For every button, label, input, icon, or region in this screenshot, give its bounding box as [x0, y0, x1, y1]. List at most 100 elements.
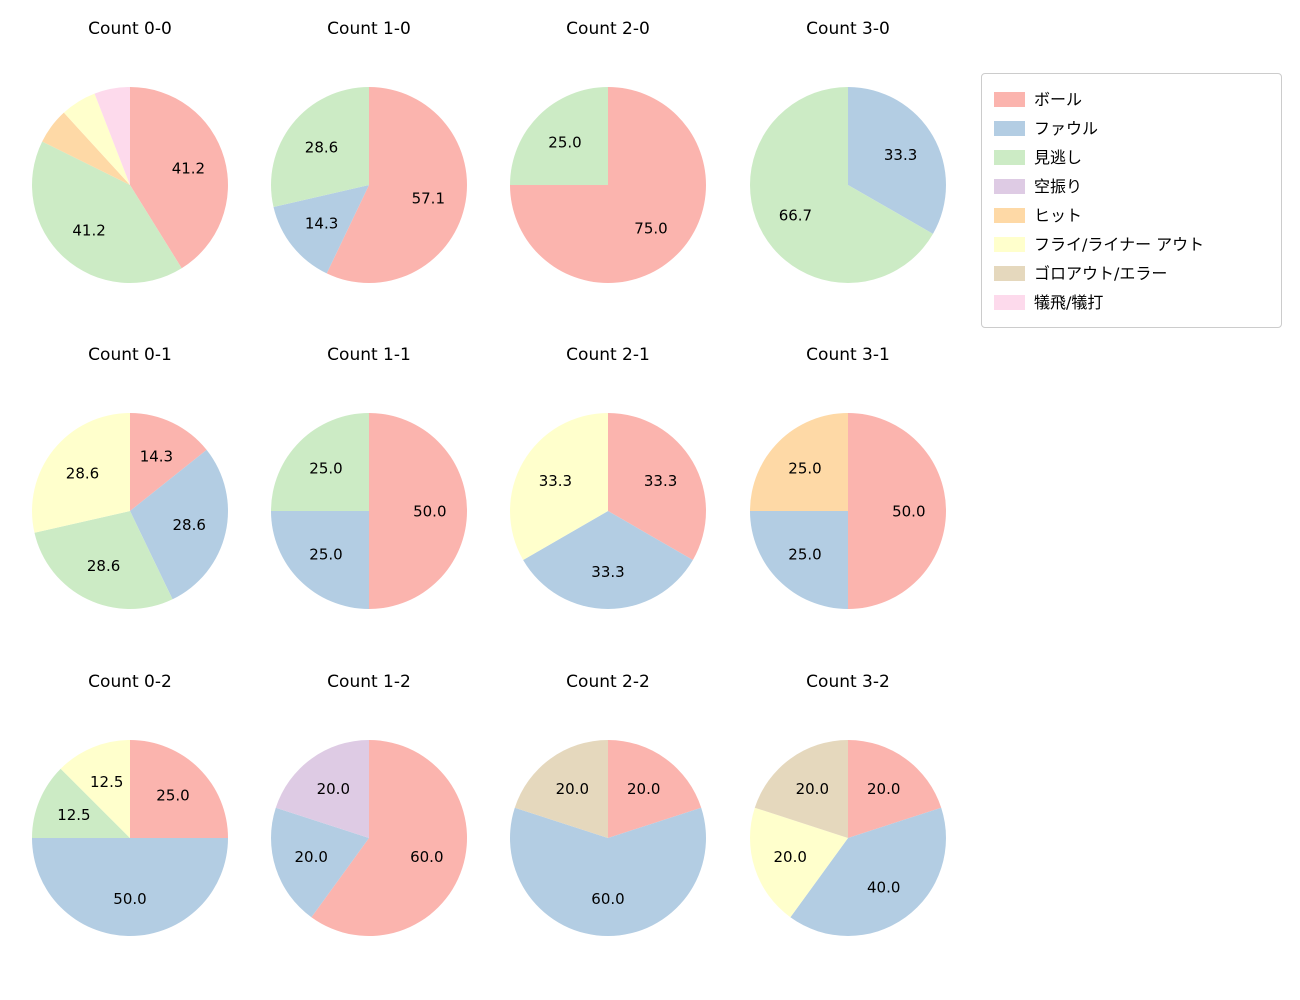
slice-value-label: 20.0 — [773, 848, 806, 866]
pie: 25.0 50.0 12.512.5 — [32, 740, 228, 936]
pie-slice — [273, 185, 369, 274]
pie-slice — [34, 511, 173, 609]
pie: 50.0 25.0 25.0 — [271, 413, 467, 609]
legend-item: ファウル — [994, 114, 1269, 143]
pie-slice — [32, 838, 228, 936]
slice-value-label: 60.0 — [591, 890, 624, 908]
slice-value-label: 50.0 — [113, 890, 146, 908]
slice-value-label: 25.0 — [156, 786, 189, 804]
pie-slice — [749, 86, 933, 283]
slice-value-label: 14.3 — [140, 448, 173, 466]
pie-slice — [42, 112, 130, 185]
pie-chart-count-2-2: Count 2-2 20.0 60.0 20.0 — [498, 669, 718, 938]
pie-slice — [514, 740, 608, 838]
pie-slice — [94, 87, 130, 185]
legend-swatch-called-strike — [994, 150, 1025, 165]
pie-chart-count-0-0: Count 0-0 41.2 41.2 — [20, 16, 240, 285]
legend-item-label: 空振り — [1034, 176, 1083, 196]
legend-item: フライ/ライナー アウト — [994, 230, 1269, 259]
slice-value-label: 33.3 — [539, 472, 572, 490]
pie: 75.0 25.0 — [510, 87, 706, 283]
legend-item: ゴロアウト/エラー — [994, 259, 1269, 288]
legend-item-label: ゴロアウト/エラー — [1034, 263, 1168, 283]
chart-title: Count 0-2 — [88, 672, 172, 692]
pie-slice — [60, 740, 131, 838]
pie-chart-count-1-1: Count 1-1 50.0 25.0 25.0 — [259, 342, 479, 611]
pie-slice — [63, 93, 131, 185]
chart-title: Count 3-2 — [806, 672, 890, 692]
legend-swatch-swinging-strike — [994, 179, 1025, 194]
pie: 41.2 41.2 — [32, 87, 228, 283]
pie-slice — [510, 87, 608, 185]
legend-item-label: フライ/ライナー アウト — [1034, 234, 1205, 254]
legend-swatch-ball — [994, 92, 1025, 107]
legend-swatch-sacrifice — [994, 295, 1025, 310]
legend-item-label: 見逃し — [1034, 147, 1083, 167]
slice-value-label: 41.2 — [72, 221, 105, 239]
pie-slice — [130, 413, 207, 511]
legend-swatch-groundout-error — [994, 266, 1025, 281]
pie-slice — [326, 87, 468, 283]
pie-chart-count-1-0: Count 1-0 57.1 14.3 28.6 — [259, 16, 479, 285]
pie-slice — [32, 413, 131, 533]
slice-value-label: 12.5 — [90, 773, 123, 791]
pie-slice — [271, 413, 369, 511]
slice-value-label: 50.0 — [892, 502, 925, 520]
slice-value-label: 41.2 — [172, 160, 205, 178]
slice-value-label: 33.3 — [884, 146, 917, 164]
slice-value-label: 28.6 — [66, 464, 99, 482]
slice-value-label: 60.0 — [410, 848, 443, 866]
pie-slice — [130, 449, 228, 600]
legend-swatch-foul — [994, 121, 1025, 136]
pie-slice — [275, 740, 369, 838]
chart-title: Count 1-2 — [327, 672, 411, 692]
pie-slice — [750, 511, 848, 609]
pie: 60.0 20.0 20.0 — [271, 740, 468, 936]
slice-value-label: 33.3 — [591, 563, 624, 581]
pie-slice — [510, 807, 706, 937]
pie-chart-count-0-1: Count 0-1 14.3 28.6 28.6 28.6 — [20, 342, 240, 611]
pie-slice — [271, 87, 369, 207]
pie-slice — [754, 740, 848, 838]
chart-title: Count 1-1 — [327, 345, 411, 365]
slice-value-label: 25.0 — [309, 545, 342, 563]
pie: 57.1 14.3 28.6 — [271, 87, 468, 283]
pie-slice — [750, 413, 848, 511]
pie-slice — [790, 807, 946, 936]
slice-value-label: 25.0 — [309, 459, 342, 477]
pie-chart-count-3-0: Count 3-0 33.3 66.7 — [738, 16, 958, 285]
pie-slice — [32, 141, 182, 283]
slice-value-label: 50.0 — [413, 502, 446, 520]
pie-chart-count-3-2: Count 3-2 20.0 40.0 20.0 20.0 — [738, 669, 958, 938]
pie: 14.3 28.6 28.6 28.6 — [32, 413, 228, 609]
legend-swatch-hit — [994, 208, 1025, 223]
slice-value-label: 12.5 — [57, 806, 90, 824]
chart-title: Count 1-0 — [327, 19, 411, 39]
pie-chart-count-0-2: Count 0-2 25.0 50.0 12.5 12.5 — [20, 669, 240, 938]
slice-value-label: 33.3 — [644, 472, 677, 490]
legend-item: 犠飛/犠打 — [994, 288, 1269, 317]
slice-value-label: 20.0 — [867, 780, 900, 798]
legend-swatch-fly-liner-out — [994, 237, 1025, 252]
slice-value-label: 20.0 — [796, 780, 829, 798]
pie-slice — [523, 511, 693, 609]
pie-slice — [848, 413, 946, 609]
slice-value-label: 25.0 — [548, 133, 581, 151]
slice-value-label: 14.3 — [305, 214, 338, 232]
pie-slice — [130, 87, 228, 269]
pie-slice — [311, 740, 468, 936]
legend-item-label: ヒット — [1034, 205, 1083, 225]
chart-title: Count 0-1 — [88, 345, 172, 365]
legend-item-label: 犠飛/犠打 — [1034, 292, 1104, 312]
legend-item: ヒット — [994, 201, 1269, 230]
chart-title: Count 2-1 — [566, 345, 650, 365]
slice-value-label: 28.6 — [305, 138, 338, 156]
legend-item-label: ファウル — [1034, 118, 1099, 138]
chart-title: Count 3-0 — [806, 19, 890, 39]
pie-chart-count-1-2: Count 1-2 60.0 20.0 20.0 — [259, 669, 479, 938]
pie-slice — [130, 740, 228, 838]
pie-slice — [608, 413, 706, 560]
pie-slice — [848, 740, 942, 838]
slice-value-label: 25.0 — [788, 459, 821, 477]
